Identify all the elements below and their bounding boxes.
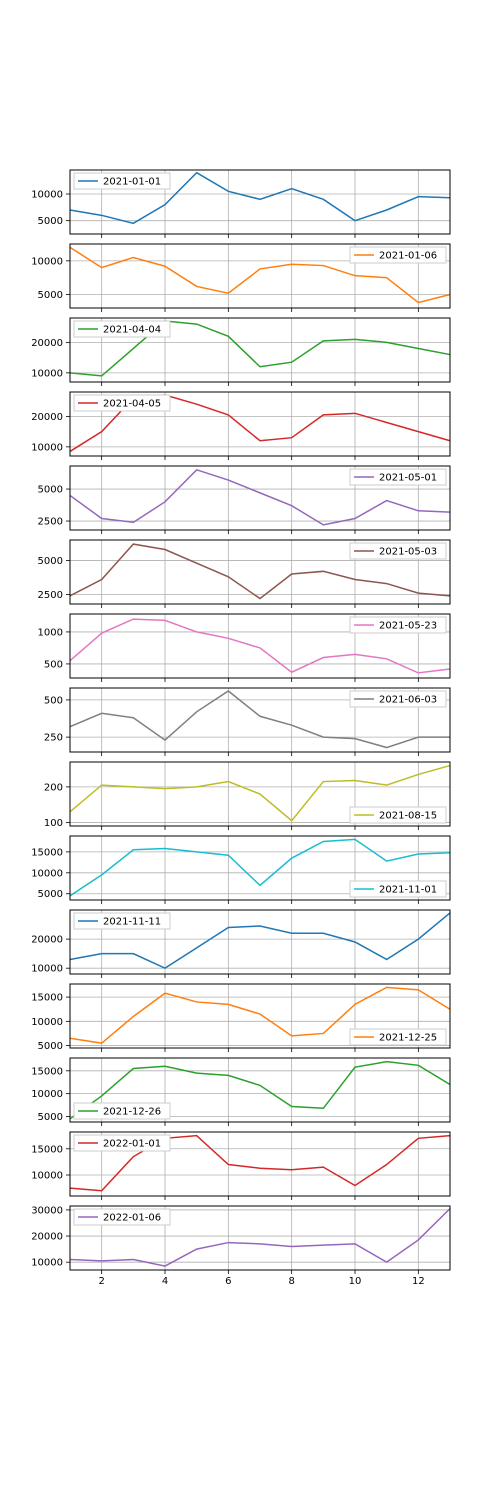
ytick-label: 10000	[31, 868, 63, 879]
ytick-label: 5000	[38, 556, 63, 567]
legend: 2021-05-23	[350, 617, 446, 633]
ytick-label: 10000	[31, 1171, 63, 1182]
legend: 2021-05-03	[350, 543, 446, 559]
chart-panel: 500010000150002021-11-01	[70, 836, 450, 900]
legend-label: 2021-04-05	[103, 399, 161, 410]
legend: 2022-01-01	[74, 1135, 170, 1151]
legend: 2021-12-26	[74, 1103, 170, 1119]
chart-panel: 10000200002021-04-04	[70, 318, 450, 382]
xtick-label: 2	[98, 1276, 104, 1287]
legend-label: 2021-12-26	[103, 1107, 161, 1118]
ytick-label: 15000	[31, 1066, 63, 1077]
chart-panel: 500010000150002021-12-26	[70, 1058, 450, 1122]
chart-panel: 250050002021-05-01	[70, 466, 450, 530]
legend: 2021-08-15	[350, 807, 446, 823]
legend-label: 2021-05-03	[379, 547, 437, 558]
ytick-label: 15000	[31, 847, 63, 858]
ytick-label: 10000	[31, 1017, 63, 1028]
legend: 2021-01-06	[350, 247, 446, 263]
ytick-label: 2500	[38, 590, 63, 601]
chart-panel: 5000100002021-01-06	[70, 244, 450, 308]
ytick-label: 5000	[38, 290, 63, 301]
legend: 2021-01-01	[74, 173, 170, 189]
legend-label: 2021-01-01	[103, 177, 161, 188]
ytick-label: 20000	[31, 338, 63, 349]
chart-panel: 10000150002022-01-01	[70, 1132, 450, 1196]
legend-label: 2021-11-11	[103, 917, 161, 928]
ytick-label: 2500	[38, 517, 63, 528]
legend-label: 2021-12-25	[379, 1033, 437, 1044]
legend: 2022-01-06	[74, 1209, 170, 1225]
ytick-label: 15000	[31, 993, 63, 1004]
ytick-label: 10000	[31, 964, 63, 975]
ytick-label: 250	[44, 733, 63, 744]
ytick-label: 30000	[31, 1205, 63, 1216]
ytick-label: 10000	[31, 1089, 63, 1100]
chart-grid: 5000100002021-01-01 5000100002021-01-06 10…	[70, 170, 450, 1280]
chart-panel: 500010000150002021-12-25	[70, 984, 450, 1048]
legend-label: 2021-01-06	[379, 251, 437, 262]
legend-label: 2021-05-01	[379, 473, 437, 484]
chart-panel: 5000100002021-01-01	[70, 170, 450, 234]
ytick-label: 100	[44, 818, 63, 829]
xtick-label: 10	[349, 1276, 362, 1287]
legend: 2021-04-04	[74, 321, 170, 337]
ytick-label: 5000	[38, 485, 63, 496]
legend-label: 2022-01-06	[103, 1213, 161, 1224]
ytick-label: 10000	[31, 190, 63, 201]
ytick-label: 5000	[38, 1112, 63, 1123]
legend: 2021-12-25	[350, 1029, 446, 1045]
ytick-label: 10000	[31, 368, 63, 379]
xtick-label: 12	[412, 1276, 425, 1287]
legend: 2021-05-01	[350, 469, 446, 485]
legend: 2021-04-05	[74, 395, 170, 411]
xtick-label: 4	[162, 1276, 168, 1287]
ytick-label: 10000	[31, 256, 63, 267]
chart-panel: 1002002021-08-15	[70, 762, 450, 826]
legend: 2021-11-11	[74, 913, 170, 929]
legend: 2021-11-01	[350, 881, 446, 897]
xtick-label: 6	[225, 1276, 231, 1287]
ytick-label: 5000	[38, 889, 63, 900]
ytick-label: 15000	[31, 1144, 63, 1155]
ytick-label: 20000	[31, 935, 63, 946]
ytick-label: 1000	[38, 627, 63, 638]
ytick-label: 20000	[31, 412, 63, 423]
legend-label: 2021-08-15	[379, 811, 437, 822]
ytick-label: 20000	[31, 1232, 63, 1243]
legend: 2021-06-03	[350, 691, 446, 707]
chart-panel: 2505002021-06-03	[70, 688, 450, 752]
chart-panel: 250050002021-05-03	[70, 540, 450, 604]
legend-label: 2021-06-03	[379, 695, 437, 706]
ytick-label: 500	[44, 695, 63, 706]
chart-panel: 50010002021-05-23	[70, 614, 450, 678]
xtick-label: 8	[288, 1276, 294, 1287]
ytick-label: 10000	[31, 442, 63, 453]
legend-label: 2022-01-01	[103, 1139, 161, 1150]
legend-label: 2021-04-04	[103, 325, 161, 336]
legend-label: 2021-05-23	[379, 621, 437, 632]
chart-panel: 10000200002021-04-05	[70, 392, 450, 456]
ytick-label: 5000	[38, 1041, 63, 1052]
legend-label: 2021-11-01	[379, 885, 437, 896]
ytick-label: 10000	[31, 1258, 63, 1269]
ytick-label: 5000	[38, 216, 63, 227]
chart-panel: 10000200002021-11-11	[70, 910, 450, 974]
ytick-label: 500	[44, 659, 63, 670]
chart-panel: 100002000030000246810122022-01-06	[70, 1206, 450, 1270]
ytick-label: 200	[44, 782, 63, 793]
